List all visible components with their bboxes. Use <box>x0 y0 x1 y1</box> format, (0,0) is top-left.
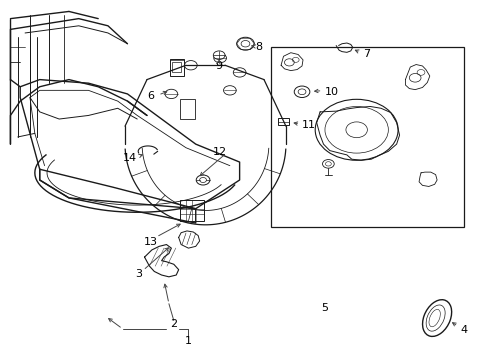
Text: 14: 14 <box>122 153 137 163</box>
Text: 7: 7 <box>362 49 369 59</box>
Text: 13: 13 <box>143 237 158 247</box>
Text: 6: 6 <box>147 91 154 102</box>
Circle shape <box>294 86 309 98</box>
Circle shape <box>213 51 224 59</box>
Circle shape <box>213 53 226 63</box>
Bar <box>271 47 463 226</box>
Text: 10: 10 <box>325 87 339 97</box>
Text: 8: 8 <box>255 42 262 52</box>
Text: 12: 12 <box>213 147 227 157</box>
Text: 1: 1 <box>184 336 191 346</box>
Circle shape <box>196 175 209 185</box>
Circle shape <box>223 86 236 95</box>
Bar <box>170 59 183 76</box>
Text: 3: 3 <box>135 269 142 279</box>
Text: 9: 9 <box>215 61 222 71</box>
Circle shape <box>233 68 245 77</box>
Text: 11: 11 <box>301 121 315 130</box>
Text: 4: 4 <box>459 325 467 335</box>
Circle shape <box>184 60 197 70</box>
Bar <box>180 99 194 119</box>
Circle shape <box>236 37 254 50</box>
Circle shape <box>164 89 177 99</box>
Text: 5: 5 <box>321 303 328 314</box>
Bar <box>277 118 289 126</box>
Bar <box>180 201 203 221</box>
Bar <box>172 62 181 72</box>
Text: 2: 2 <box>170 319 177 329</box>
